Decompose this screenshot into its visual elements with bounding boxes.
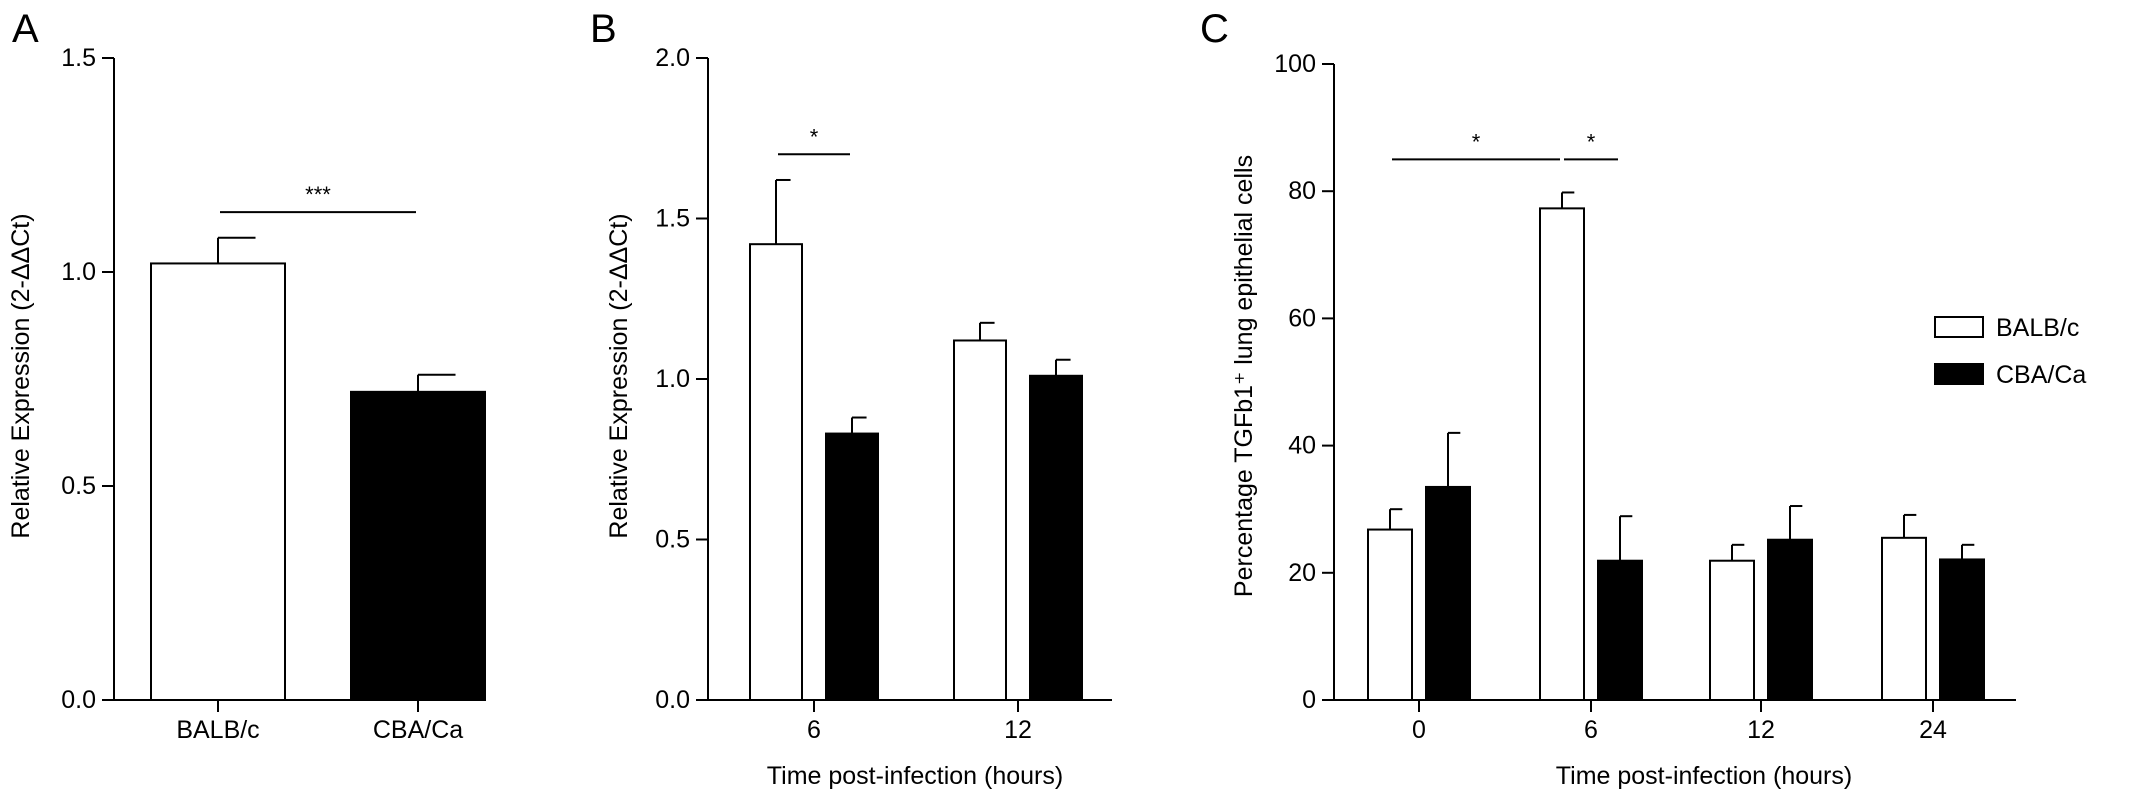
legend: BALB/c CBA/Ca xyxy=(1934,314,2086,389)
y-tick-label: 20 xyxy=(1288,559,1316,587)
panel-b-ylabel: Relative Expression (2-ΔΔCt) xyxy=(605,213,633,538)
panel-a-ylabel: Relative Expression (2-ΔΔCt) xyxy=(7,213,35,538)
bar xyxy=(953,339,1007,701)
bar xyxy=(1939,558,1985,701)
significance-marker: * xyxy=(810,124,819,149)
x-tick-label: 0 xyxy=(1412,716,1426,744)
x-tick-label: CBA/Ca xyxy=(373,716,463,744)
panel-b-label: B xyxy=(590,7,617,51)
y-tick-label: 80 xyxy=(1288,177,1316,205)
y-tick-label: 0.0 xyxy=(655,686,690,714)
x-tick-label: 12 xyxy=(1747,716,1775,744)
y-tick-label: 0.0 xyxy=(61,686,96,714)
y-tick-label: 1.0 xyxy=(655,365,690,393)
panel-c-xlabel: Time post-infection (hours) xyxy=(1556,762,1852,790)
y-tick-label: 1.0 xyxy=(61,258,96,286)
bar xyxy=(1709,559,1755,701)
legend-label-balb: BALB/c xyxy=(1996,314,2079,342)
y-tick-label: 2.0 xyxy=(655,44,690,72)
x-tick-label: 6 xyxy=(1584,716,1598,744)
y-tick-label: 0 xyxy=(1302,686,1316,714)
y-tick-label: 60 xyxy=(1288,304,1316,332)
x-tick-label: 12 xyxy=(1004,716,1032,744)
bar xyxy=(825,432,879,701)
panel-a: A Relative Expression (2-ΔΔCt) 0.0 0.5 1.0… xyxy=(7,7,486,744)
y-tick-label: 0.5 xyxy=(655,526,690,554)
bar xyxy=(1029,374,1083,701)
bar xyxy=(150,262,286,701)
panel-c-ylabel: Percentage TGFb1⁺ lung epithelial cells xyxy=(1230,155,1258,597)
bar xyxy=(1367,528,1413,701)
bar xyxy=(1767,538,1813,702)
bar xyxy=(1539,207,1585,701)
y-tick-label: 1.5 xyxy=(655,205,690,233)
bar xyxy=(1597,559,1643,701)
panel-b-xlabel: Time post-infection (hours) xyxy=(767,762,1063,790)
x-tick-label: 6 xyxy=(807,716,821,744)
panel-b: B Relative Expression (2-ΔΔCt) Time post… xyxy=(590,7,1112,790)
y-tick-label: 100 xyxy=(1274,50,1316,78)
x-tick-label: 24 xyxy=(1919,716,1947,744)
bar xyxy=(749,243,803,701)
bar xyxy=(1881,536,1927,701)
y-tick-label: 0.5 xyxy=(61,472,96,500)
significance-marker: * xyxy=(1587,129,1596,154)
y-tick-label: 40 xyxy=(1288,432,1316,460)
panel-c-label: C xyxy=(1200,7,1229,51)
legend-swatch-balb xyxy=(1934,316,1984,338)
panel-a-label: A xyxy=(12,7,39,51)
y-tick-label: 1.5 xyxy=(61,44,96,72)
significance-marker: * xyxy=(1472,129,1481,154)
legend-label-cba: CBA/Ca xyxy=(1996,361,2086,389)
bar xyxy=(1425,485,1471,701)
panel-c: C Percentage TGFb1⁺ lung epithelial cell… xyxy=(1200,7,2086,790)
significance-marker: *** xyxy=(305,182,331,207)
bar xyxy=(350,390,486,701)
x-tick-label: BALB/c xyxy=(176,716,259,744)
legend-swatch-cba xyxy=(1934,363,1984,385)
